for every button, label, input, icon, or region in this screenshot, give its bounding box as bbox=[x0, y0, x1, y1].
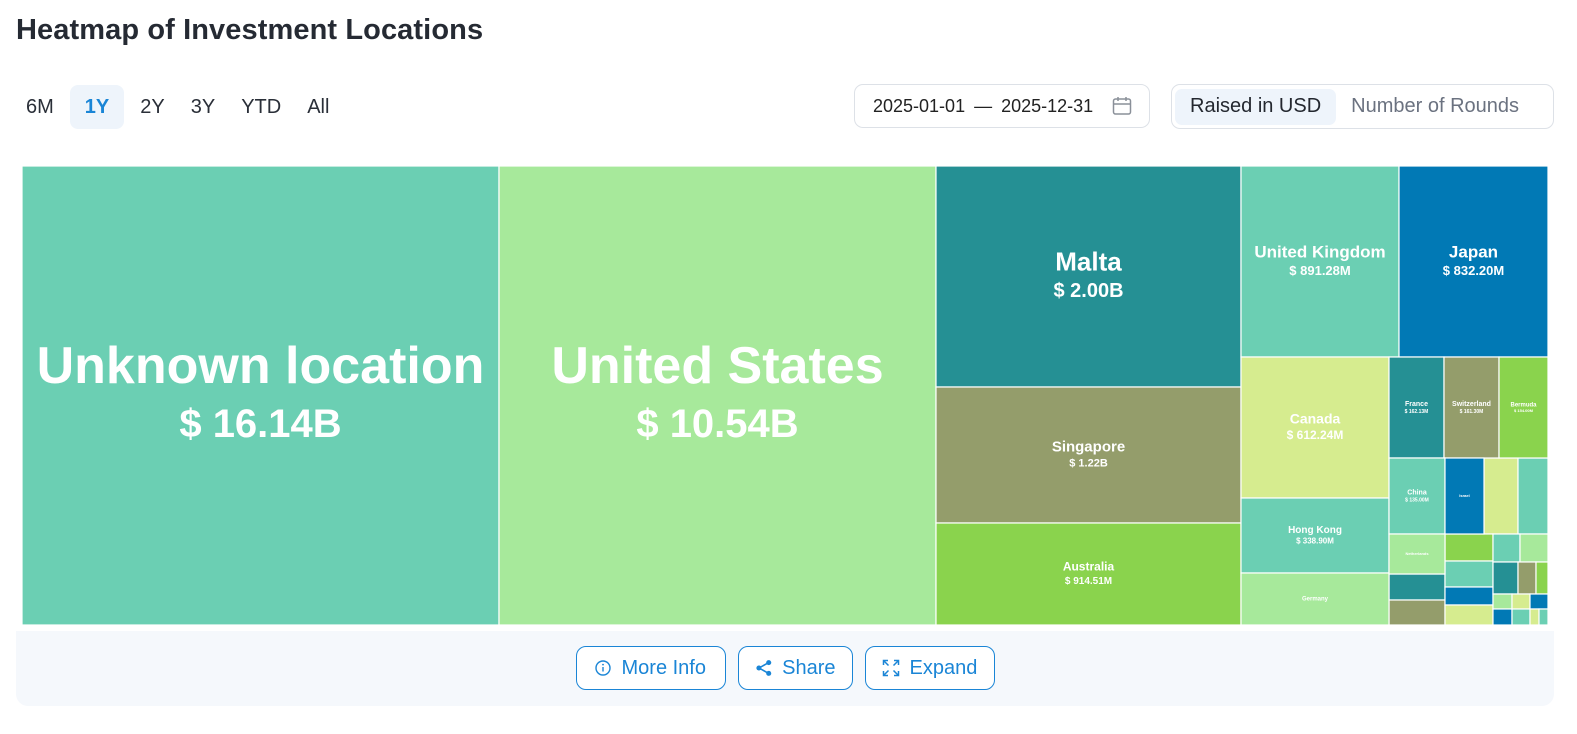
treemap-small-cell[interactable] bbox=[1444, 560, 1494, 588]
treemap-cell-united-states[interactable] bbox=[498, 166, 937, 625]
more-info-button[interactable]: More Info bbox=[575, 646, 726, 690]
period-3y[interactable]: 3Y bbox=[190, 95, 216, 118]
treemap-label-malta: Malta bbox=[1055, 246, 1122, 276]
treemap-small-cell[interactable] bbox=[1529, 608, 1540, 625]
calendar-icon[interactable] bbox=[1112, 96, 1132, 116]
share-label: Share bbox=[782, 656, 836, 679]
treemap-label-france: France bbox=[1405, 401, 1428, 408]
period-2y[interactable]: 2Y bbox=[140, 95, 165, 118]
period-ytd[interactable]: YTD bbox=[241, 95, 282, 118]
treemap-small-cell[interactable] bbox=[1483, 457, 1519, 535]
more-info-label: More Info bbox=[621, 656, 706, 679]
treemap-value-china: $ 135.00M bbox=[1405, 497, 1429, 503]
expand-icon bbox=[882, 659, 899, 677]
treemap-small-cell[interactable] bbox=[1444, 586, 1494, 606]
date-start: 2025-01-01 bbox=[873, 95, 966, 116]
treemap-label-united-kingdom: United Kingdom bbox=[1254, 242, 1385, 261]
treemap-value-united-kingdom: $ 891.28M bbox=[1289, 263, 1350, 278]
treemap-cell-united-kingdom[interactable] bbox=[1240, 166, 1400, 358]
treemap-value-united-states: $ 10.54B bbox=[636, 402, 798, 446]
treemap-label-bermuda: Bermuda bbox=[1510, 402, 1537, 408]
date-end: 2025-12-31 bbox=[1001, 95, 1094, 116]
treemap-label-canada: Canada bbox=[1290, 411, 1341, 427]
treemap-small-cell[interactable] bbox=[1492, 608, 1513, 625]
treemap-label-unknown-location: Unknown location bbox=[37, 337, 485, 395]
treemap-small-cell[interactable] bbox=[1388, 573, 1446, 601]
treemap-small-cell[interactable] bbox=[1535, 561, 1548, 595]
treemap-chart: Unknown location $ 16.14B United States $ 1… bbox=[22, 166, 1548, 625]
treemap-value-france: $ 162.13M bbox=[1405, 409, 1429, 415]
treemap-value-unknown-location: $ 16.14B bbox=[179, 402, 341, 446]
treemap-label-japan: Japan bbox=[1449, 242, 1498, 261]
treemap-label-netherlands: Netherlands bbox=[1405, 551, 1429, 556]
period-all[interactable]: All bbox=[307, 95, 330, 118]
treemap-small-cell[interactable] bbox=[1492, 561, 1519, 595]
treemap-label-hong-kong: Hong Kong bbox=[1288, 525, 1342, 536]
period-6m[interactable]: 6M bbox=[26, 95, 54, 118]
treemap-small-cell[interactable] bbox=[1511, 608, 1531, 625]
date-separator: — bbox=[974, 95, 993, 116]
treemap-value-hong-kong: $ 338.90M bbox=[1296, 537, 1334, 546]
treemap-cell-germany[interactable] bbox=[1240, 572, 1390, 625]
period-1y[interactable]: 1Y bbox=[69, 85, 125, 129]
period-selector: 6M 1Y 2Y 3Y YTD All bbox=[16, 84, 345, 130]
treemap-label-singapore: Singapore bbox=[1052, 439, 1125, 456]
treemap-cell-bermuda[interactable] bbox=[1498, 356, 1548, 459]
treemap-cell-singapore[interactable] bbox=[935, 386, 1242, 524]
treemap-value-canada: $ 612.24M bbox=[1287, 428, 1344, 442]
treemap-svg: Unknown location $ 16.14B United States $ 1… bbox=[22, 166, 1548, 625]
toggle-raised-usd[interactable]: Raised in USD bbox=[1175, 88, 1337, 125]
expand-button[interactable]: Expand bbox=[864, 646, 995, 690]
share-icon bbox=[755, 660, 771, 676]
treemap-cell-switzerland[interactable] bbox=[1443, 356, 1500, 459]
info-icon bbox=[594, 660, 611, 676]
date-range-picker[interactable]: 2025-01-01 — 2025-12-31 bbox=[854, 84, 1150, 128]
treemap-small-cell[interactable] bbox=[1517, 561, 1537, 595]
treemap-small-cell[interactable] bbox=[1444, 533, 1494, 562]
treemap-value-singapore: $ 1.22B bbox=[1069, 458, 1108, 470]
treemap-small-cell[interactable] bbox=[1517, 457, 1548, 535]
treemap-value-australia: $ 914.51M bbox=[1065, 576, 1112, 587]
treemap-value-malta: $ 2.00B bbox=[1053, 280, 1123, 302]
treemap-cell-japan[interactable] bbox=[1398, 166, 1548, 358]
treemap-cell-australia[interactable] bbox=[935, 522, 1242, 625]
treemap-small-cell[interactable] bbox=[1492, 533, 1521, 563]
treemap-small-cell[interactable] bbox=[1492, 593, 1513, 610]
treemap-label-china: China bbox=[1407, 490, 1427, 497]
treemap-small-cell[interactable] bbox=[1388, 599, 1446, 625]
treemap-small-cell[interactable] bbox=[1519, 533, 1548, 563]
share-button[interactable]: Share bbox=[737, 646, 853, 690]
treemap-cell-malta[interactable] bbox=[935, 166, 1242, 388]
treemap-label-australia: Australia bbox=[1063, 560, 1115, 574]
page-title: Heatmap of Investment Locations bbox=[16, 14, 484, 46]
toggle-number-rounds[interactable]: Number of Rounds bbox=[1351, 95, 1520, 117]
treemap-cell-israel[interactable] bbox=[1444, 457, 1485, 535]
treemap-cell-canada[interactable] bbox=[1240, 356, 1390, 499]
expand-label: Expand bbox=[909, 656, 978, 679]
treemap-cell-hong-kong[interactable] bbox=[1240, 497, 1390, 574]
treemap-small-cell[interactable] bbox=[1444, 604, 1494, 625]
treemap-small-cell[interactable] bbox=[1511, 593, 1531, 610]
treemap-label-germany: Germany bbox=[1302, 597, 1329, 603]
metric-toggle: Raised in USD Number of Rounds bbox=[1171, 84, 1554, 129]
chart-footer: More Info Share Expand bbox=[16, 631, 1554, 706]
treemap-value-japan: $ 832.20M bbox=[1443, 263, 1504, 278]
treemap-cell-netherlands[interactable] bbox=[1388, 533, 1446, 575]
treemap-small-cell[interactable] bbox=[1538, 608, 1548, 625]
treemap-value-switzerland: $ 161.30M bbox=[1460, 409, 1484, 415]
treemap-small-cell[interactable] bbox=[1529, 593, 1548, 610]
treemap-cell-france[interactable] bbox=[1388, 356, 1445, 459]
treemap-label-united-states: United States bbox=[551, 337, 883, 395]
treemap-label-switzerland: Switzerland bbox=[1452, 401, 1491, 408]
treemap-cell-unknown-location[interactable] bbox=[22, 166, 500, 625]
treemap-value-bermuda: $ 154.00M bbox=[1514, 408, 1534, 413]
treemap-label-israel: Israel bbox=[1459, 493, 1469, 498]
